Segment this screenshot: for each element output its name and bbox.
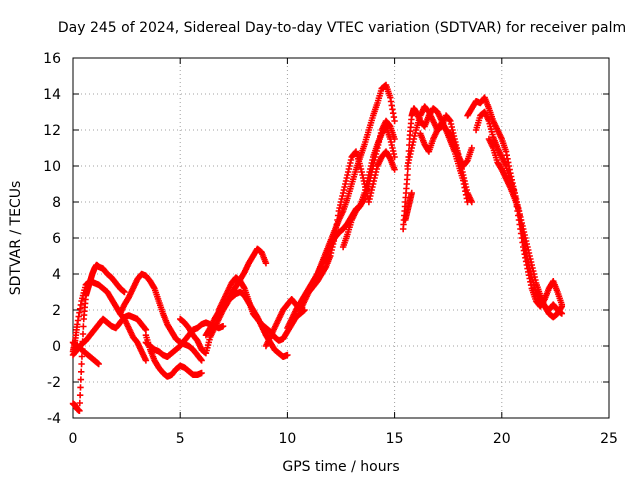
data-point bbox=[76, 392, 84, 399]
data-point bbox=[78, 360, 85, 368]
data-point bbox=[77, 384, 84, 391]
data-series bbox=[69, 81, 566, 414]
data-point bbox=[78, 353, 86, 360]
data-point bbox=[78, 368, 85, 375]
y-axis-label: SDTVAR / TECUs bbox=[8, 181, 24, 296]
data-point bbox=[262, 260, 270, 267]
data-point bbox=[391, 117, 398, 125]
y-tick-label: 6 bbox=[52, 231, 61, 247]
data-point bbox=[464, 198, 471, 206]
data-point bbox=[79, 330, 87, 338]
data-point bbox=[404, 171, 411, 179]
chart-title: Day 245 of 2024, Sidereal Day-to-day VTE… bbox=[58, 20, 626, 36]
series-trace-4 bbox=[69, 339, 102, 368]
data-point bbox=[76, 407, 83, 414]
y-tick-label: 10 bbox=[43, 159, 61, 175]
y-tick-label: 0 bbox=[52, 339, 61, 355]
data-point bbox=[80, 323, 87, 330]
series-trace-2 bbox=[69, 312, 150, 359]
series-trace-13 bbox=[305, 123, 398, 296]
series-trace-22 bbox=[402, 189, 415, 224]
y-tick-label: 4 bbox=[52, 267, 61, 283]
y-tick-label: 2 bbox=[52, 303, 61, 319]
data-point bbox=[219, 323, 227, 330]
y-tick-label: -2 bbox=[47, 375, 61, 391]
x-tick-label: 20 bbox=[493, 431, 511, 447]
data-point bbox=[408, 189, 415, 197]
series-trace-6 bbox=[142, 332, 205, 380]
data-point bbox=[391, 166, 398, 173]
y-tick-label: 12 bbox=[43, 123, 61, 139]
y-tick-label: 16 bbox=[43, 51, 61, 67]
x-tick-label: 15 bbox=[386, 431, 404, 447]
data-point bbox=[468, 144, 475, 152]
x-tick-label: 10 bbox=[278, 431, 296, 447]
data-point bbox=[198, 357, 205, 364]
data-point bbox=[198, 369, 205, 377]
x-axis-label: GPS time / hours bbox=[282, 459, 399, 475]
y-tick-label: 8 bbox=[52, 195, 61, 211]
series-trace-15 bbox=[339, 117, 398, 251]
data-point bbox=[95, 360, 102, 368]
data-point bbox=[121, 288, 128, 296]
data-point bbox=[142, 326, 150, 333]
series-trace-18 bbox=[417, 119, 471, 206]
data-point bbox=[142, 357, 150, 364]
axis-ticks: 0 5 10 15 20 25 -4 -2 0 2 4 6 8 10 12 14 16 bbox=[43, 51, 618, 447]
x-tick-label: 25 bbox=[600, 431, 618, 447]
series-trace-21 bbox=[485, 135, 566, 321]
series-trace-14 bbox=[327, 148, 398, 260]
data-point bbox=[284, 351, 291, 359]
x-tick-label: 0 bbox=[69, 431, 78, 447]
y-tick-label: 14 bbox=[43, 87, 61, 103]
data-point bbox=[77, 376, 85, 383]
y-tick-label: -4 bbox=[47, 411, 61, 427]
data-point bbox=[391, 135, 398, 143]
data-point bbox=[558, 303, 566, 310]
grid-lines bbox=[73, 58, 609, 418]
series-trace-17 bbox=[404, 103, 475, 206]
data-point bbox=[76, 399, 83, 407]
x-tick-label: 5 bbox=[176, 431, 185, 447]
